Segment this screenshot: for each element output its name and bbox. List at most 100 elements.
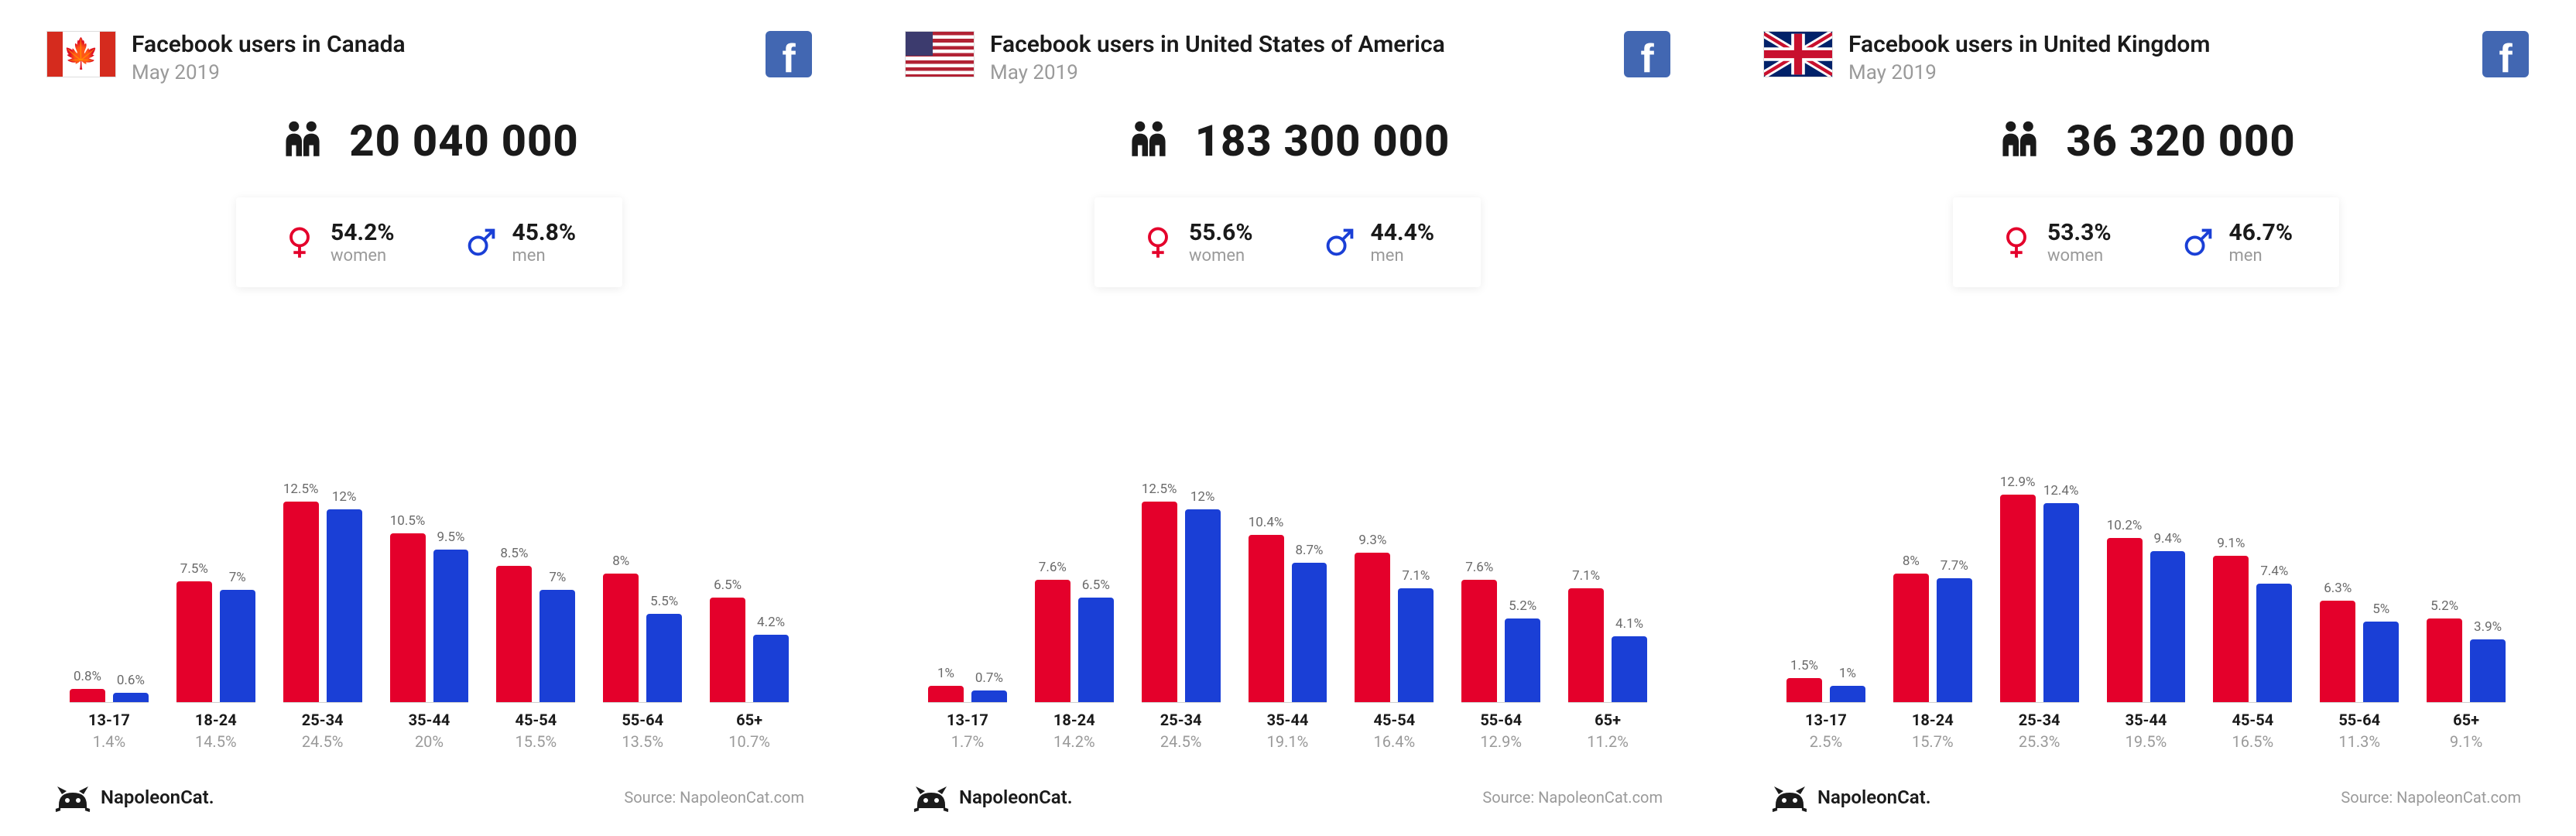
bar-women (496, 566, 532, 702)
age-range-label: 18-24 (176, 711, 255, 729)
women-label: women (1189, 246, 1253, 266)
bar-men (646, 614, 682, 702)
bar-value-men: 9.4% (2153, 531, 2181, 546)
age-range-label: 13-17 (70, 711, 149, 729)
age-range-label: 55-64 (1461, 711, 1540, 729)
age-group: 12.5%12%25-3424.5% (1142, 470, 1221, 751)
age-range-label: 65+ (710, 711, 789, 729)
age-range-total: 1.4% (70, 732, 149, 751)
bar-men (2363, 622, 2399, 702)
people-icon (1996, 118, 2043, 164)
male-icon (464, 225, 498, 259)
bar-value-men: 5% (2372, 601, 2389, 617)
bar-men (540, 590, 575, 702)
age-range-label: 35-44 (390, 711, 469, 729)
bar-women (2320, 601, 2355, 702)
bar-women (176, 581, 212, 702)
panel-title: Facebook users in United Kingdom (1848, 31, 2467, 58)
bar-women (1786, 678, 1822, 702)
men-label: men (2229, 246, 2293, 266)
age-range-total: 11.3% (2320, 732, 2399, 751)
panel-header: Facebook users in United Kingdom May 2019… (1763, 31, 2529, 84)
age-range-label: 65+ (2427, 711, 2506, 729)
bar-value-women: 9.3% (1358, 533, 1386, 548)
age-range-label: 55-64 (603, 711, 682, 729)
women-stat: 53.3%women (1999, 219, 2112, 266)
bar-value-men: 4.2% (757, 615, 785, 630)
panel-subtitle: May 2019 (990, 61, 1608, 84)
panel-subtitle: May 2019 (132, 61, 750, 84)
age-group: 5.2%3.9%65+9.1% (2427, 470, 2506, 751)
bar-men (327, 509, 362, 702)
bar-women (1893, 574, 1929, 702)
bar-women (603, 574, 639, 702)
age-group: 1.5%1%13-172.5% (1786, 470, 1865, 751)
age-range-total: 14.5% (176, 732, 255, 751)
bar-value-men: 0.7% (975, 670, 1003, 686)
age-range-total: 11.2% (1568, 732, 1647, 751)
panel-footer: NapoleonCat.Source: NapoleonCat.com (905, 782, 1670, 813)
bar-women (928, 686, 964, 702)
bar-value-women: 0.8% (74, 669, 101, 684)
women-stat: 54.2%women (283, 219, 395, 266)
facebook-icon: f (2482, 31, 2529, 77)
age-group: 7.1%4.1%65+11.2% (1568, 470, 1647, 751)
male-icon (1323, 225, 1357, 259)
panel-header: 🍁Facebook users in CanadaMay 2019f (46, 31, 812, 84)
age-range-total: 10.7% (710, 732, 789, 751)
bar-value-women: 9.1% (2217, 536, 2245, 551)
panel-footer: NapoleonCat.Source: NapoleonCat.com (1763, 782, 2529, 813)
bar-value-women: 10.2% (2107, 518, 2143, 533)
bar-value-men: 7.7% (1941, 558, 1968, 574)
flag-uk (1763, 31, 1833, 77)
total-users-row: 183 300 000 (905, 115, 1670, 166)
bar-value-men: 7% (229, 570, 246, 585)
bar-men (1612, 636, 1647, 702)
bar-value-women: 10.4% (1249, 515, 1284, 530)
age-range-label: 25-34 (283, 711, 362, 729)
country-panel: Facebook users in United States of Ameri… (858, 0, 1717, 836)
age-range-total: 25.3% (2000, 732, 2079, 751)
bar-value-women: 7.1% (1572, 568, 1600, 584)
age-range-label: 18-24 (1035, 711, 1114, 729)
age-range-total: 12.9% (1461, 732, 1540, 751)
age-range-total: 19.5% (2107, 732, 2186, 751)
men-stat: 45.8%men (464, 219, 577, 266)
bar-value-men: 12.4% (2043, 483, 2079, 499)
men-pct: 44.4% (1371, 219, 1435, 246)
panel-subtitle: May 2019 (1848, 61, 2467, 84)
bar-value-women: 8% (1903, 553, 1920, 569)
age-group: 7.6%5.2%55-6412.9% (1461, 470, 1540, 751)
age-range-total: 2.5% (1786, 732, 1865, 751)
napoleoncat-icon (913, 782, 950, 813)
bar-women (283, 502, 319, 702)
age-group: 12.5%12%25-3424.5% (283, 470, 362, 751)
bar-value-women: 8.5% (500, 546, 528, 561)
bar-value-women: 6.3% (2324, 581, 2352, 596)
age-range-label: 25-34 (1142, 711, 1221, 729)
men-pct: 45.8% (512, 219, 577, 246)
bar-value-women: 10.5% (390, 513, 426, 529)
bar-men (220, 590, 255, 702)
age-bar-chart: 0.8%0.6%13-171.4%7.5%7%18-2414.5%12.5%12… (46, 326, 812, 751)
age-group: 6.3%5%55-6411.3% (2320, 470, 2399, 751)
panel-title: Facebook users in United States of Ameri… (990, 31, 1608, 58)
age-range-label: 65+ (1568, 711, 1647, 729)
bar-men (1937, 578, 1972, 702)
age-range-label: 45-54 (496, 711, 575, 729)
age-range-label: 35-44 (2107, 711, 2186, 729)
age-bar-chart: 1%0.7%13-171.7%7.6%6.5%18-2414.2%12.5%12… (905, 326, 1670, 751)
bar-women (1461, 580, 1497, 702)
age-range-total: 24.5% (1142, 732, 1221, 751)
men-stat: 44.4%men (1323, 219, 1435, 266)
age-bar-chart: 1.5%1%13-172.5%8%7.7%18-2415.7%12.9%12.4… (1763, 326, 2529, 751)
age-range-total: 1.7% (928, 732, 1007, 751)
age-range-total: 13.5% (603, 732, 682, 751)
flag-canada: 🍁 (46, 31, 116, 77)
age-group: 0.8%0.6%13-171.4% (70, 470, 149, 751)
age-group: 7.5%7%18-2414.5% (176, 470, 255, 751)
age-group: 7.6%6.5%18-2414.2% (1035, 470, 1114, 751)
age-range-label: 35-44 (1249, 711, 1327, 729)
bar-value-women: 1.5% (1790, 658, 1818, 673)
bar-men (971, 690, 1007, 702)
